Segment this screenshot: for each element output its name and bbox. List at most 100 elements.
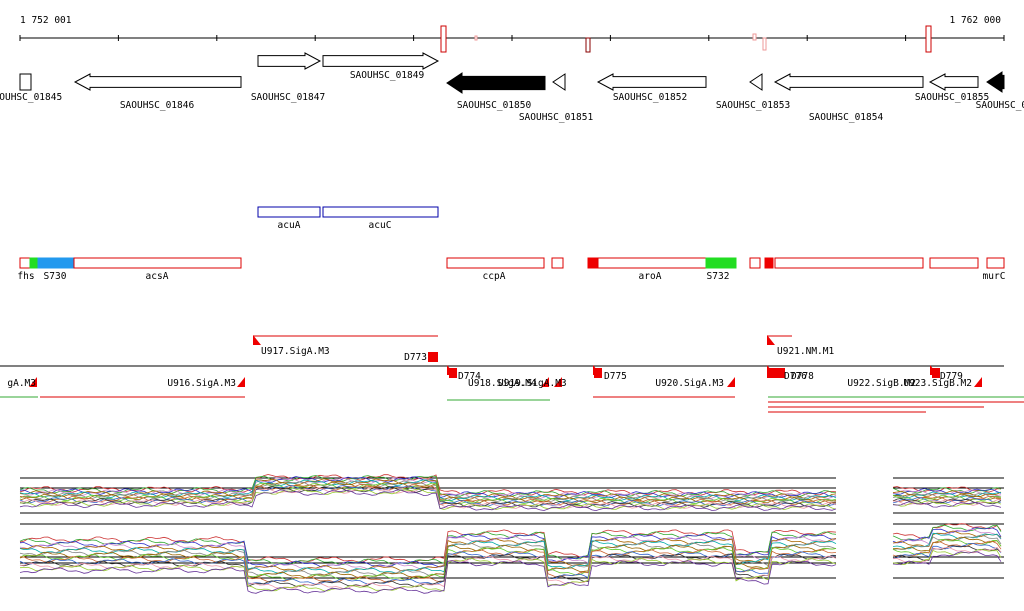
feature-box: [986, 257, 1005, 269]
tu-flag: [554, 377, 562, 387]
tu-block: [767, 368, 785, 378]
ruler-marker: [474, 35, 478, 41]
feature-box: [597, 257, 707, 269]
tu-flag: [253, 335, 261, 345]
feature-box: [587, 257, 599, 269]
expression-profile: [19, 488, 837, 511]
gene-arrow: [986, 71, 1005, 93]
gene-label: SAOUHSC_01849: [350, 70, 425, 81]
tu-label: U919.SigA.M3: [498, 378, 567, 389]
expression-profile: [19, 560, 837, 594]
gene-label: SAOUHSC_01852: [613, 92, 687, 103]
feature-box: [73, 257, 242, 269]
expression-profile: [19, 557, 837, 592]
expression-profile: [19, 553, 837, 588]
expression-profile: [892, 543, 1002, 559]
ruler-marker: [440, 25, 447, 53]
operon-box: [257, 206, 321, 218]
operon-label: acuC: [369, 220, 392, 231]
tu-label: U920.SigA.M3: [655, 378, 724, 389]
tu-label: U918.SigA.M4: [468, 378, 537, 389]
expression-profile: [19, 480, 837, 503]
ruler-marker: [585, 37, 591, 53]
expression-profile: [892, 497, 1002, 504]
ruler-end: 1 762 000: [950, 15, 1002, 26]
gene-label: SAOUHSC_01851: [519, 112, 594, 123]
tu-flag: [29, 377, 37, 387]
feature-box: [37, 257, 75, 269]
gene-arrow: [257, 52, 322, 70]
expression-profile: [892, 551, 1002, 565]
gene-arrow: [773, 73, 924, 91]
tu-flag: [767, 335, 775, 345]
expression-profile: [892, 527, 1002, 544]
tu-label: D775: [604, 371, 627, 382]
expression-profile: [892, 501, 1002, 508]
feature-box: [29, 257, 39, 269]
feature-label: ccpA: [483, 271, 506, 282]
gene-label: SAOUHSC_01854: [809, 112, 884, 123]
ruler-marker: [762, 37, 767, 51]
tu-flag: [541, 377, 549, 387]
ruler-start: 1 752 001: [20, 15, 72, 26]
expression-profile: [19, 555, 837, 590]
operon-label: acuA: [278, 220, 301, 231]
expression-profile: [19, 479, 837, 502]
expression-profile: [19, 542, 837, 577]
tu-block: [932, 368, 940, 378]
gene-label: SAOUHSC_01846: [120, 100, 195, 111]
tu-label: gA.M3: [7, 378, 36, 389]
feature-label: fhs: [17, 271, 34, 282]
ruler-marker: [752, 33, 757, 41]
tu-label: D778: [791, 371, 814, 382]
tu-label: D773: [404, 352, 427, 363]
tu-label: D774: [458, 371, 481, 382]
expression-profile: [892, 534, 1002, 551]
gene-label: SAOUHSC_01847: [251, 92, 325, 103]
expression-profile: [892, 500, 1002, 507]
expression-profile: [19, 544, 837, 579]
tu-label: D779: [940, 371, 963, 382]
tu-label: U916.SigA.M3: [167, 378, 236, 389]
feature-label: S730: [44, 271, 67, 282]
feature-label: S732: [707, 271, 730, 282]
feature-box: [705, 257, 737, 269]
tu-label: U923.SigB.M2: [903, 378, 972, 389]
tu-block: [449, 368, 457, 378]
tu-block: [428, 352, 438, 362]
gene-arrow: [322, 52, 440, 70]
expression-profile: [19, 546, 837, 581]
feature-box: [774, 257, 924, 269]
tu-label: U922.SigB.M2: [847, 378, 916, 389]
expression-profile: [19, 548, 837, 583]
feature-box: [749, 257, 761, 269]
expression-profile: [19, 487, 837, 509]
gene-arrow: [446, 72, 546, 94]
feature-label: aroA: [639, 271, 662, 282]
tu-flag: [974, 377, 982, 387]
gene-label: SAOUHSC_01855: [915, 92, 989, 103]
feature-box: [446, 257, 545, 269]
gene-arrow: [596, 73, 707, 91]
expression-panel: [19, 470, 1004, 600]
expression-profile: [19, 535, 837, 570]
gene-label: SAOUHSC_01845: [0, 92, 62, 103]
gene-label: SAOUHSC_01850: [457, 100, 532, 111]
feature-box: [551, 257, 564, 269]
expression-profile: [892, 539, 1002, 556]
tu-label: D776: [784, 371, 807, 382]
gene-arrow: [552, 73, 566, 91]
tu-block: [594, 368, 602, 378]
gene-label: SAOUHSC_0185: [976, 100, 1024, 111]
expression-profile: [892, 532, 1002, 550]
gene-arrow: [928, 73, 979, 91]
tu-flag: [237, 377, 245, 387]
tu-label: U917.SigA.M3: [261, 346, 330, 357]
gene-arrow: [19, 73, 32, 91]
gene-arrow: [749, 73, 763, 91]
feature-label: murC: [983, 271, 1006, 282]
expression-profile: [892, 540, 1002, 557]
gene-label: SAOUHSC_01853: [716, 100, 790, 111]
